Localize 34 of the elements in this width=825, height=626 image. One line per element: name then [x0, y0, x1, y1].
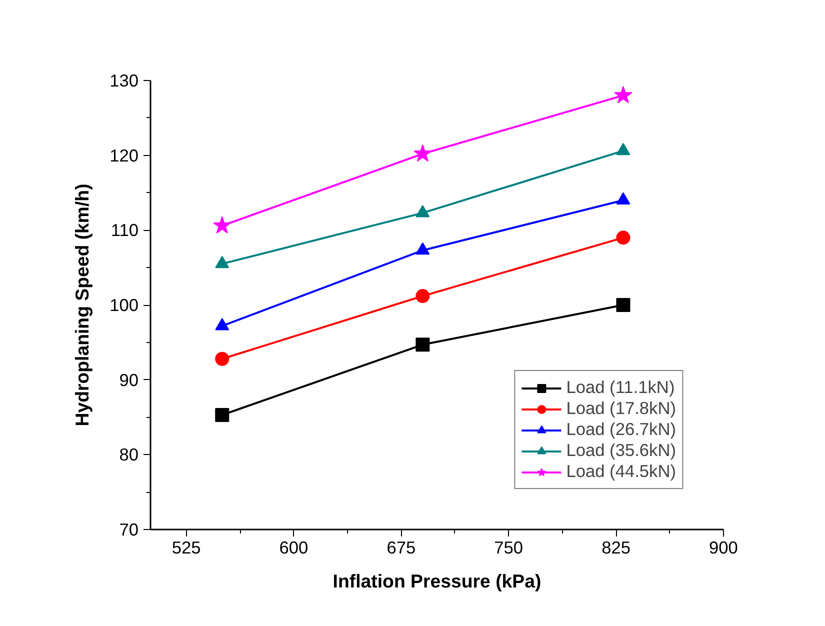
legend-label: Load (11.1kN) [566, 377, 675, 398]
point [416, 338, 430, 352]
point [616, 142, 630, 156]
y-tick-label: 110 [110, 220, 139, 240]
point [616, 298, 630, 312]
legend-label: Load (17.8kN) [566, 398, 676, 419]
legend-label: Load (26.7kN) [566, 419, 676, 440]
x-tick-label: 525 [172, 538, 201, 558]
y-tick-label: 70 [119, 520, 139, 540]
point [614, 86, 632, 104]
legend-label: Load (35.6kN) [566, 440, 676, 461]
y-axis-title: Hydroplaning Speed (km/h) [72, 184, 93, 426]
y-tick-label: 80 [119, 444, 139, 465]
point [616, 230, 630, 245]
point [215, 408, 230, 422]
x-tick-label: 600 [279, 538, 308, 558]
x-tick-label: 825 [602, 538, 631, 558]
y-tick-label: 90 [119, 370, 139, 390]
point [616, 192, 630, 204]
x-tick-label: 675 [386, 538, 416, 558]
legend-label: Load (44.5kN) [566, 461, 676, 482]
y-tick-label: 100 [110, 295, 139, 315]
point [215, 352, 230, 366]
y-tick-label: 130 [110, 70, 139, 90]
point [414, 144, 432, 162]
point [215, 256, 230, 268]
x-axis-title: Inflation Pressure (kPa) [332, 570, 542, 592]
point [416, 204, 430, 218]
point [416, 242, 430, 255]
point [213, 216, 232, 234]
point [416, 289, 430, 304]
x-tick-label: 900 [709, 538, 738, 558]
x-tick-label: 750 [494, 538, 524, 558]
y-tick-label: 120 [110, 145, 139, 166]
